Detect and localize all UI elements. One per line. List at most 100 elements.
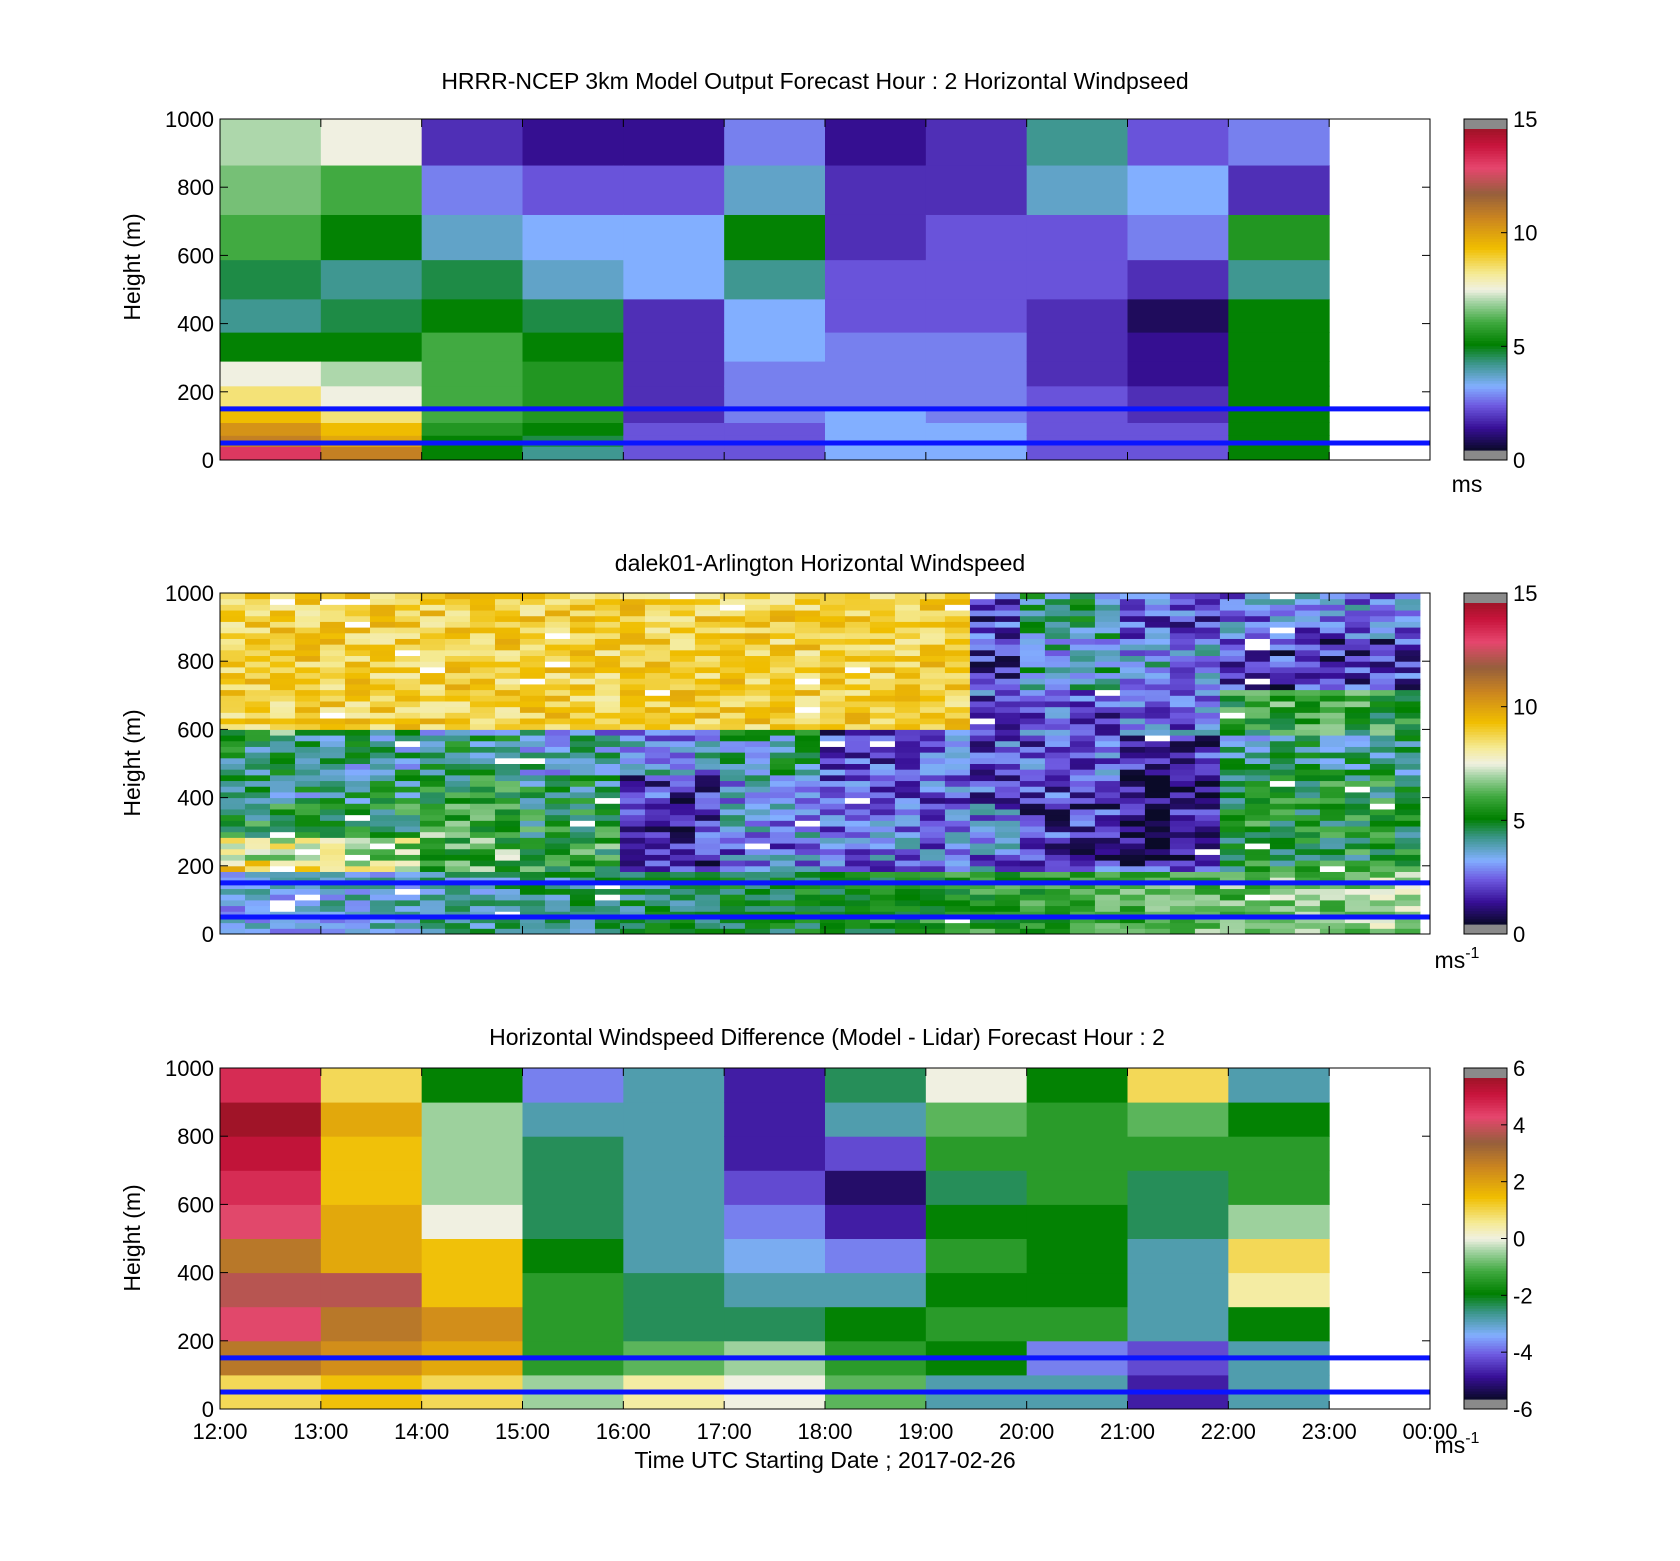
heatmap-cell	[1319, 723, 1346, 730]
heatmap-cell	[444, 848, 471, 855]
heatmap-cell	[1094, 922, 1121, 929]
heatmap-cell	[569, 752, 596, 759]
heatmap-cell	[1169, 786, 1196, 793]
heatmap-cell	[869, 632, 896, 639]
heatmap-cell	[1269, 763, 1296, 770]
heatmap-cell	[569, 888, 596, 895]
heatmap-cell	[220, 888, 246, 895]
heatmap-cell	[544, 905, 571, 912]
colorbar-swatch	[1464, 1233, 1507, 1237]
heatmap-cell	[619, 882, 646, 890]
heatmap-cell	[1069, 860, 1096, 867]
heatmap-cell	[919, 632, 946, 639]
heatmap-cell	[1394, 735, 1421, 742]
heatmap-cell	[444, 621, 471, 628]
heatmap-cell	[444, 740, 471, 747]
heatmap-cell	[369, 928, 396, 935]
heatmap-cell	[220, 1238, 322, 1274]
colorbar-swatch	[1464, 693, 1507, 698]
heatmap-cell	[644, 695, 671, 702]
heatmap-cell	[819, 848, 846, 855]
heatmap-cell	[1194, 928, 1221, 935]
heatmap-cell	[1319, 757, 1346, 764]
heatmap-cell	[294, 843, 321, 850]
heatmap-cell	[344, 649, 371, 657]
heatmap-cell	[1169, 831, 1196, 838]
colorbar-swatch	[1464, 284, 1507, 288]
heatmap-cell	[644, 774, 671, 782]
heatmap-cell	[644, 683, 671, 691]
heatmap-cell	[1169, 905, 1196, 912]
heatmap-cell	[244, 905, 271, 912]
heatmap-cell	[394, 837, 421, 844]
heatmap-cell	[444, 803, 471, 810]
heatmap-cell	[419, 678, 446, 685]
heatmap-cell	[1394, 593, 1421, 600]
heatmap-cell	[869, 928, 896, 935]
heatmap-cell	[1269, 888, 1296, 895]
heatmap-cell	[1144, 638, 1171, 645]
colorbar-swatch	[1464, 377, 1507, 382]
heatmap-cell	[844, 774, 871, 782]
heatmap-cell	[894, 831, 921, 838]
heatmap-cell	[794, 678, 821, 685]
heatmap-cell	[944, 797, 971, 804]
colorbar-swatch	[1464, 857, 1507, 861]
heatmap-cell	[269, 769, 296, 776]
heatmap-cell	[919, 712, 946, 719]
heatmap-cell	[369, 826, 396, 833]
heatmap-cell	[1094, 831, 1121, 838]
heatmap-cell	[919, 814, 946, 821]
heatmap-cell	[1194, 621, 1221, 628]
heatmap-cell	[819, 729, 846, 736]
colorbar-swatch	[1464, 343, 1507, 347]
heatmap-cell	[1219, 797, 1246, 804]
heatmap-cell	[844, 854, 871, 861]
difference-colorbar-unit: ms-1	[1435, 1430, 1480, 1458]
colorbar-swatch	[1464, 137, 1507, 141]
heatmap-cell	[819, 610, 846, 617]
heatmap-cell	[544, 848, 571, 855]
heatmap-cell	[819, 689, 846, 696]
heatmap-cell	[469, 774, 496, 782]
heatmap-cell	[669, 723, 696, 730]
heatmap-cell	[819, 763, 846, 770]
heatmap-cell	[944, 621, 971, 628]
difference-panel: Horizontal Windspeed Difference (Model -…	[119, 1024, 1533, 1473]
heatmap-cell	[569, 729, 596, 736]
heatmap-cell	[844, 666, 871, 674]
heatmap-cell	[1344, 615, 1371, 622]
colorbar-swatch	[1464, 324, 1507, 328]
heatmap-cell	[544, 615, 571, 622]
heatmap-cell	[344, 695, 371, 702]
heatmap-cell	[619, 666, 646, 674]
heatmap-cell	[744, 627, 771, 634]
heatmap-cell	[369, 593, 396, 600]
heatmap-cell	[519, 740, 546, 747]
heatmap-cell	[1294, 814, 1321, 821]
heatmap-cell	[1219, 916, 1246, 924]
colorbar-swatch	[1464, 1206, 1507, 1210]
colorbar-swatch	[1464, 859, 1507, 864]
heatmap-cell	[1394, 865, 1421, 872]
x-tick-label: 13:00	[293, 1419, 348, 1444]
heatmap-cell	[1119, 786, 1146, 793]
colorbar-swatch	[1464, 624, 1507, 628]
heatmap-cell	[1344, 610, 1371, 617]
heatmap-cell	[344, 763, 371, 770]
heatmap-cell	[919, 757, 946, 764]
heatmap-cell	[919, 666, 946, 674]
heatmap-cell	[994, 638, 1021, 645]
heatmap-cell	[744, 672, 771, 679]
colorbar-swatch	[1464, 1297, 1507, 1301]
heatmap-cell	[1194, 831, 1221, 838]
heatmap-cell	[1269, 735, 1296, 742]
heatmap-cell	[1369, 780, 1396, 787]
colorbar-swatch	[1464, 782, 1507, 786]
heatmap-cell	[519, 780, 546, 787]
heatmap-cell	[444, 882, 471, 890]
heatmap-cell	[619, 905, 646, 912]
heatmap-cell	[894, 860, 921, 867]
colorbar-swatch	[1464, 134, 1507, 138]
